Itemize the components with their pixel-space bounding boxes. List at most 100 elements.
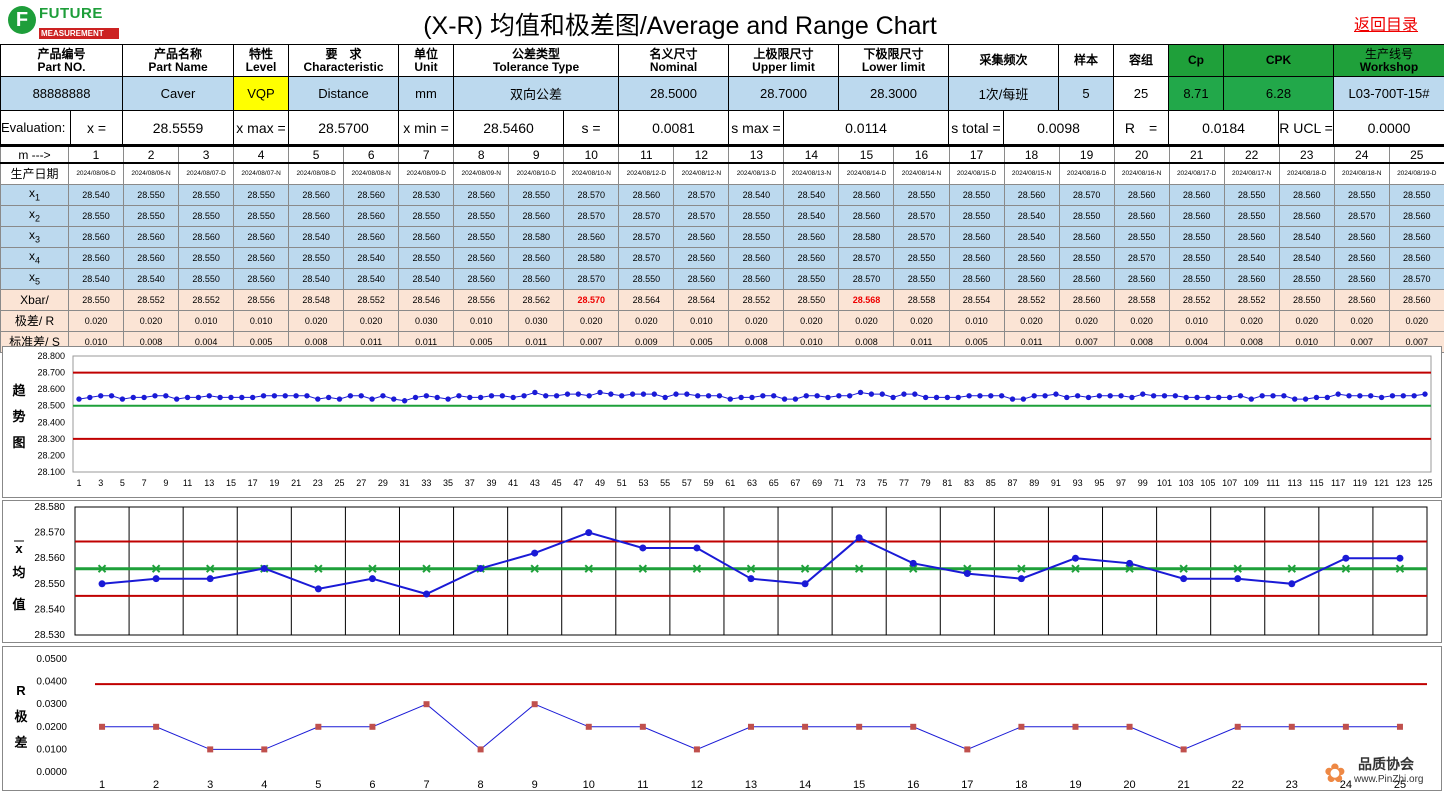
x4-row-cell: 28.540 bbox=[1224, 247, 1279, 268]
x2-row-cell: 28.560 bbox=[1279, 205, 1334, 226]
range-row-cell: 0.020 bbox=[1334, 310, 1389, 331]
x4-row-cell: 28.560 bbox=[729, 247, 784, 268]
x3-row-cell: 28.560 bbox=[949, 226, 1004, 247]
range-x-tick: 14 bbox=[799, 779, 811, 790]
info-header-12: 容组 bbox=[1114, 45, 1169, 77]
x5-row-cell: 28.560 bbox=[454, 268, 509, 289]
range-x-tick: 20 bbox=[1123, 779, 1135, 790]
xbar-row-cell: 28.552 bbox=[729, 289, 784, 310]
x2-row-label: x2 bbox=[1, 205, 69, 226]
trend-point bbox=[597, 390, 602, 395]
x3-row-cell: 28.550 bbox=[1169, 226, 1224, 247]
trend-point bbox=[1173, 393, 1178, 398]
info-header-cn: 单位 bbox=[399, 48, 453, 61]
range-point bbox=[532, 701, 538, 707]
range-x-tick: 2 bbox=[153, 779, 159, 790]
trend-x-tick: 101 bbox=[1157, 478, 1172, 488]
range-y-tick: 0.0000 bbox=[36, 767, 67, 778]
x2-row-cell: 28.570 bbox=[674, 205, 729, 226]
x3-row-cell: 28.570 bbox=[894, 226, 949, 247]
x3-row-cell: 28.560 bbox=[564, 226, 619, 247]
range-row-cell: 0.020 bbox=[619, 310, 674, 331]
range-point bbox=[1235, 724, 1241, 730]
xbar-y-label: x bbox=[15, 541, 23, 556]
date-row-cell: 2024/08/19-D bbox=[1389, 163, 1444, 184]
xbarbar-label: x = bbox=[71, 111, 123, 145]
xbar-point bbox=[1126, 560, 1133, 567]
date-row-cell: 2024/08/13-N bbox=[784, 163, 839, 184]
xbar-y-label: 均 bbox=[12, 565, 25, 580]
xbar-point bbox=[369, 575, 376, 582]
xbar-row-cell: 28.560 bbox=[1389, 289, 1444, 310]
m-row-cell: 6 bbox=[344, 146, 399, 163]
trend-point bbox=[1346, 393, 1351, 398]
info-header-cn: 采集频次 bbox=[949, 54, 1058, 67]
xbar-row-cell: 28.564 bbox=[674, 289, 729, 310]
x4-row-cell: 28.560 bbox=[1334, 247, 1389, 268]
range-y-tick: 0.0100 bbox=[36, 744, 67, 755]
trend-x-tick: 1 bbox=[76, 478, 81, 488]
subgroups-value: 25 bbox=[1114, 77, 1169, 111]
xbar-point bbox=[423, 591, 430, 598]
trend-point bbox=[261, 393, 266, 398]
x2-row-cell: 28.550 bbox=[234, 205, 289, 226]
x3-row-cell: 28.560 bbox=[1389, 226, 1444, 247]
x3-row-cell: 28.570 bbox=[619, 226, 674, 247]
xbar-point bbox=[1342, 555, 1349, 562]
trend-point bbox=[684, 391, 689, 396]
trend-y-tick: 28.500 bbox=[37, 401, 65, 411]
trend-x-tick: 53 bbox=[638, 478, 648, 488]
trend-point bbox=[532, 390, 537, 395]
x2-row-cell: 28.560 bbox=[1114, 205, 1169, 226]
m-row-cell: 12 bbox=[674, 146, 729, 163]
x5-row-cell: 28.570 bbox=[564, 268, 619, 289]
m-row-cell: 11 bbox=[619, 146, 674, 163]
x1-row-cell: 28.550 bbox=[894, 184, 949, 205]
xbar-row-cell: 28.552 bbox=[1169, 289, 1224, 310]
trend-x-tick: 29 bbox=[378, 478, 388, 488]
x1-row-cell: 28.560 bbox=[619, 184, 674, 205]
range-y-tick: 0.0200 bbox=[36, 722, 67, 733]
trend-point bbox=[836, 393, 841, 398]
x4-row-cell: 28.550 bbox=[179, 247, 234, 268]
date-row-cell: 2024/08/06-N bbox=[124, 163, 179, 184]
trend-y-label: 趋 bbox=[12, 383, 26, 398]
range-y-label: 差 bbox=[14, 735, 27, 750]
trend-x-tick: 11 bbox=[183, 478, 192, 488]
trend-chart-svg: 28.10028.20028.30028.40028.50028.60028.7… bbox=[3, 347, 1441, 497]
info-header-en: Nominal bbox=[619, 61, 728, 74]
trend-x-tick: 17 bbox=[248, 478, 258, 488]
xbar-row-cell: 28.550 bbox=[69, 289, 124, 310]
xbar-point bbox=[1072, 555, 1079, 562]
m-row-cell: 2 bbox=[124, 146, 179, 163]
range-x-tick: 16 bbox=[907, 779, 919, 790]
x1-row-cell: 28.550 bbox=[1224, 184, 1279, 205]
trend-point bbox=[1032, 393, 1037, 398]
trend-point bbox=[1270, 393, 1275, 398]
date-row-cell: 2024/08/16-N bbox=[1114, 163, 1169, 184]
x2-row-cell: 28.560 bbox=[344, 205, 399, 226]
xbar-point bbox=[207, 575, 214, 582]
sbar-label: s = bbox=[564, 111, 619, 145]
logo-line2: MEASUREMENT bbox=[39, 28, 119, 39]
trend-x-tick: 111 bbox=[1266, 478, 1280, 488]
x4-row-cell: 28.580 bbox=[564, 247, 619, 268]
watermark-cn: 品质协会 bbox=[1358, 754, 1414, 774]
range-row-cell: 0.030 bbox=[399, 310, 454, 331]
trend-x-tick: 25 bbox=[335, 478, 345, 488]
xbar-row-cell: 28.562 bbox=[509, 289, 564, 310]
date-row-cell: 2024/08/09-D bbox=[399, 163, 454, 184]
range-row-cell: 0.010 bbox=[234, 310, 289, 331]
trend-point bbox=[738, 395, 743, 400]
x2-row-cell: 28.570 bbox=[564, 205, 619, 226]
x2-row-cell: 28.550 bbox=[124, 205, 179, 226]
back-to-index-link[interactable]: 返回目录 bbox=[1354, 11, 1418, 35]
info-header-cn: 生产线号 bbox=[1334, 48, 1444, 61]
x2-row-cell: 28.560 bbox=[839, 205, 894, 226]
info-header-10: 采集频次 bbox=[949, 45, 1059, 77]
